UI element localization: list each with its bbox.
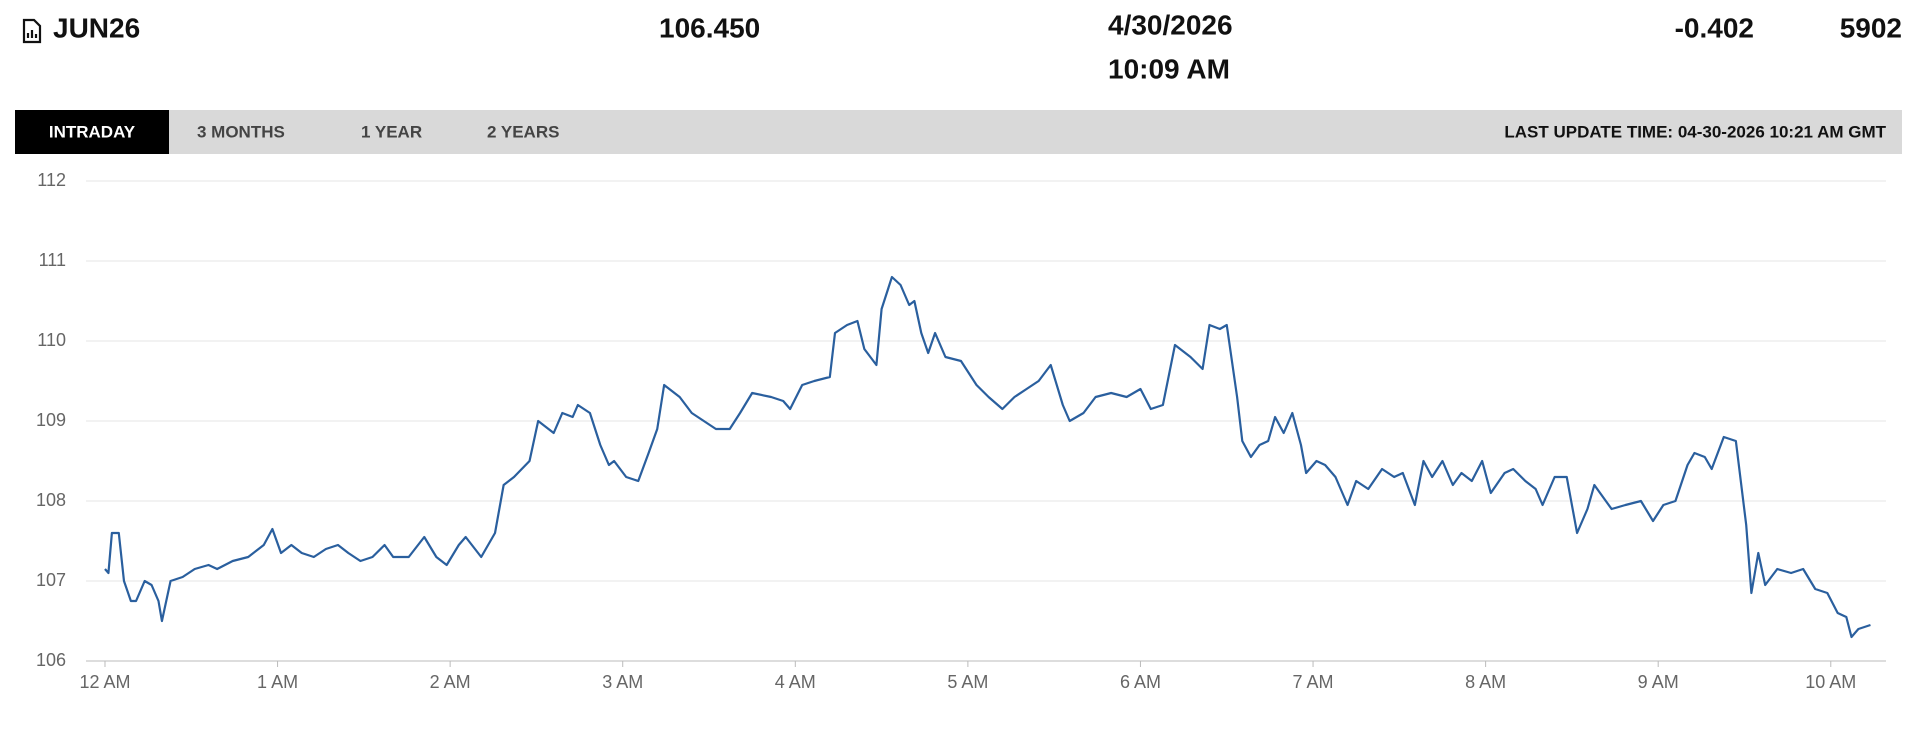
y-tick-label: 107 <box>36 570 66 590</box>
x-tick-label: 9 AM <box>1638 672 1679 692</box>
y-tick-label: 112 <box>37 170 66 190</box>
x-tick-label: 3 AM <box>602 672 643 692</box>
file-chart-icon <box>22 18 42 44</box>
x-tick-label: 10 AM <box>1805 672 1856 692</box>
x-tick-label: 8 AM <box>1465 672 1506 692</box>
active-tab[interactable] <box>15 110 169 154</box>
x-tick-label: 5 AM <box>947 672 988 692</box>
x-tick-label: 2 AM <box>430 672 471 692</box>
last-price: 106.450 <box>659 12 760 43</box>
x-tick-label: 12 AM <box>79 672 130 692</box>
volume: 5902 <box>1840 12 1902 43</box>
y-tick-label: 109 <box>36 410 66 430</box>
y-tick-label: 110 <box>37 330 66 350</box>
date: 4/30/2026 <box>1108 9 1233 40</box>
y-tick-label: 106 <box>36 650 66 670</box>
symbol: JUN26 <box>53 12 140 43</box>
tab[interactable]: 2 YEARS <box>487 122 559 141</box>
price-line <box>104 275 1871 639</box>
x-tick-label: 4 AM <box>775 672 816 692</box>
last-update: LAST UPDATE TIME: 04-30-2026 10:21 AM GM… <box>1504 122 1886 141</box>
tab[interactable]: 3 MONTHS <box>197 122 285 141</box>
x-tick-label: 1 AM <box>257 672 298 692</box>
x-tick-label: 6 AM <box>1120 672 1161 692</box>
tab[interactable]: INTRADAY <box>49 122 136 141</box>
tab-bar <box>15 110 1902 154</box>
change: -0.402 <box>1675 12 1754 43</box>
time: 10:09 AM <box>1108 53 1230 84</box>
tab[interactable]: 1 YEAR <box>361 122 422 141</box>
y-tick-label: 111 <box>39 250 66 270</box>
y-tick-label: 108 <box>36 490 66 510</box>
x-tick-label: 7 AM <box>1293 672 1334 692</box>
